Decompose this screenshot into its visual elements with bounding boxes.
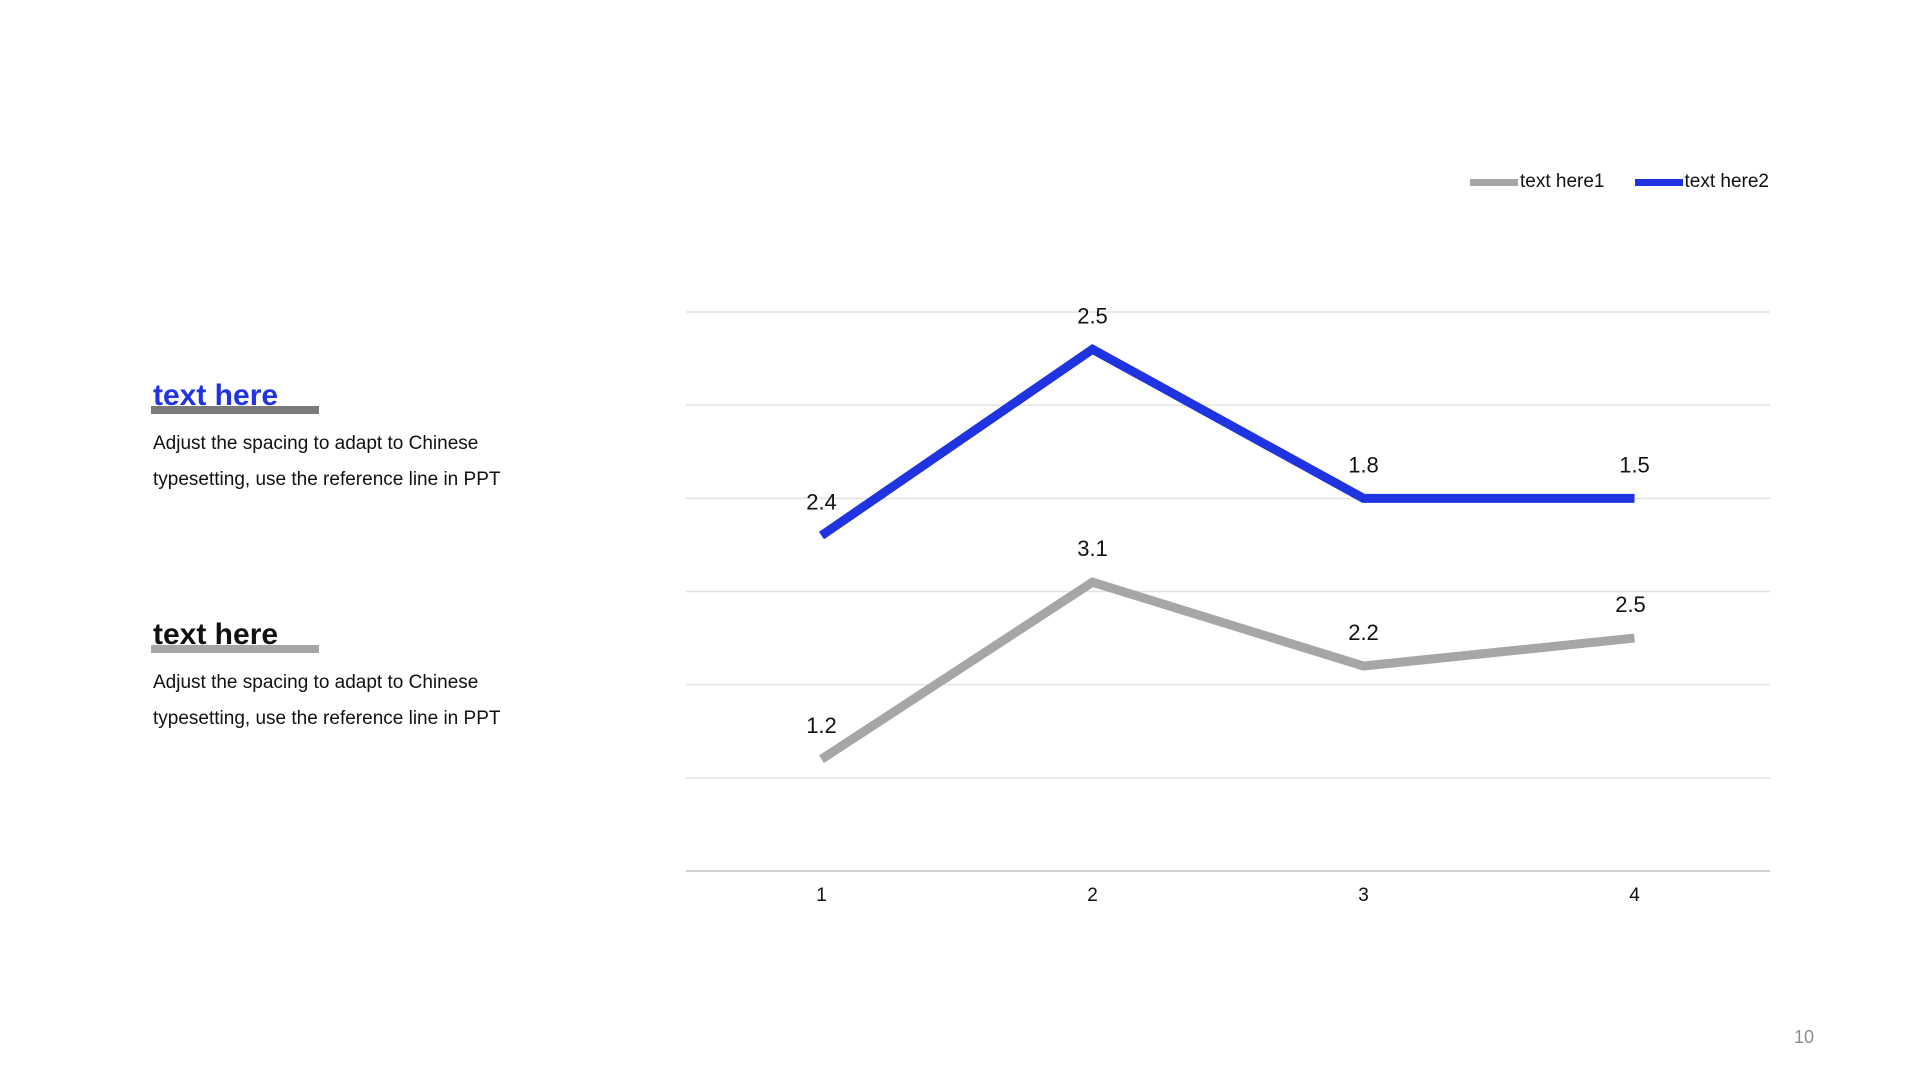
legend-item-series-2: text here2 [1634,170,1770,194]
x-tick-label: 3 [1358,885,1369,906]
block-title-wrap: text here [151,617,573,657]
legend-swatch [1634,178,1683,186]
title-underline-bar [151,406,319,414]
data-label: 3.1 [1077,536,1108,561]
block-title: text here [153,618,279,651]
chart-legend: text here1 text here2 [1470,170,1799,194]
data-label: 1.5 [1619,452,1650,477]
legend-label: text here2 [1684,171,1770,192]
block-body: Adjust the spacing to adapt to Chinese t… [153,672,501,729]
data-label: 2.5 [1077,303,1108,328]
title-underline-bar [151,645,319,653]
data-label: 2.2 [1348,620,1379,645]
block-title: text here [153,379,279,412]
text-block-1: text here Adjust the spacing to adapt to… [151,378,573,498]
block-body: Adjust the spacing to adapt to Chinese t… [153,433,501,490]
data-label: 2.4 [806,490,837,515]
data-label: 2.5 [1615,592,1646,617]
legend-label: text here1 [1520,171,1605,192]
x-tick-label: 1 [816,885,827,906]
legend-swatch [1470,178,1518,186]
page-number: 10 [1793,1027,1814,1047]
data-label: 1.8 [1348,452,1379,477]
legend-item-series-1: text here1 [1470,170,1605,194]
data-label: 1.2 [806,713,837,738]
series-line-1 [819,577,1635,763]
block-title-wrap: text here [151,378,573,418]
x-tick-label: 2 [1087,885,1098,906]
x-tick-label: 4 [1629,885,1640,906]
series-line-2 [818,343,1635,540]
text-block-2: text here Adjust the spacing to adapt to… [151,617,573,737]
